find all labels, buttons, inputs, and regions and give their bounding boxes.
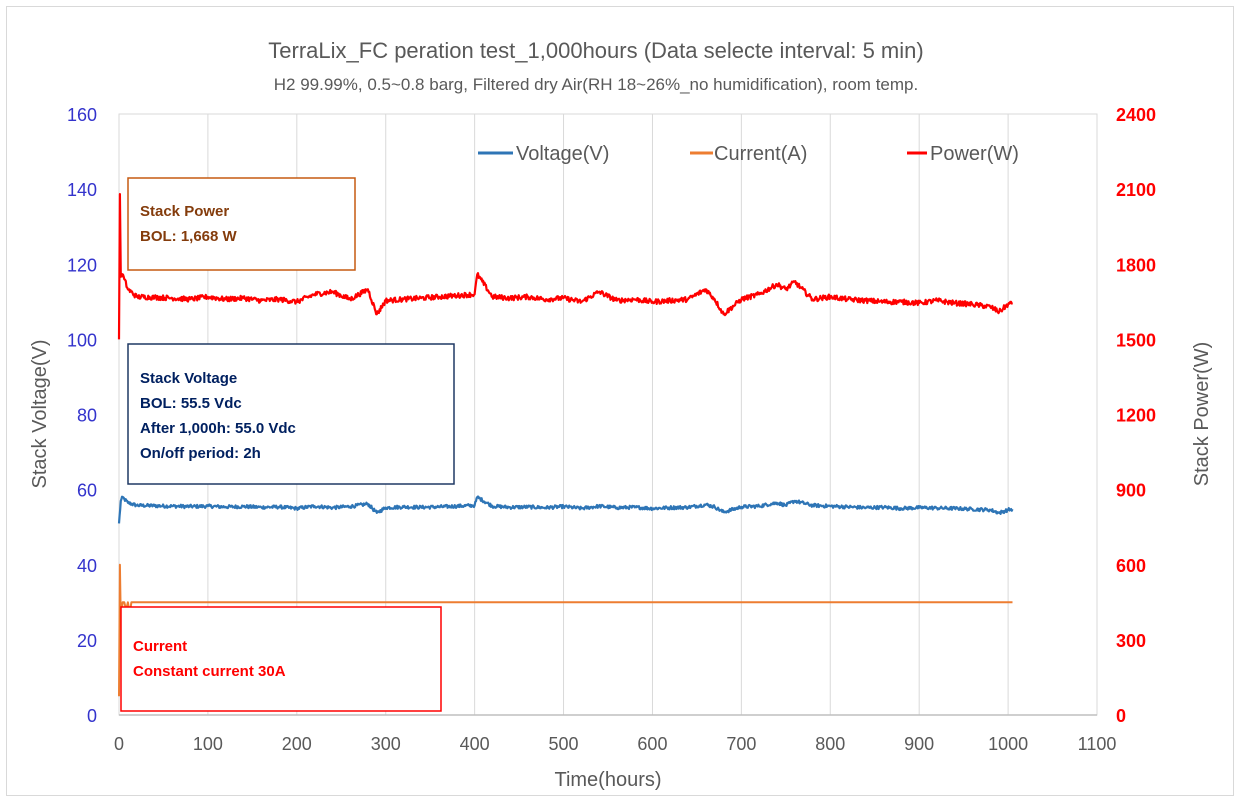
current-note-box <box>120 606 442 712</box>
x-axis-title: Time(hours) <box>554 769 661 791</box>
chart-title: TerraLix_FC peration test_1,000hours (Da… <box>268 38 923 63</box>
y-right-tick-label: 2100 <box>1116 180 1156 200</box>
axes: 0 100 200 300 400 500 600 700 800 900 1000 11000204… <box>67 105 1156 754</box>
legend-label-current: Current(A) <box>714 143 807 165</box>
power-note-line: BOL: 1,668 W <box>140 228 238 245</box>
current-note: Current Constant current 30A <box>120 606 442 712</box>
x-tick-label: 200 <box>282 734 312 754</box>
y-axis-title-left: Stack Voltage(V) <box>29 340 51 489</box>
y-right-tick-label: 1500 <box>1116 330 1156 350</box>
y-right-tick-label: 0 <box>1116 706 1126 726</box>
x-tick-label: 400 <box>460 734 490 754</box>
y-right-tick-label: 1200 <box>1116 406 1156 426</box>
x-tick-label: 700 <box>726 734 756 754</box>
legend-label-power: Power(W) <box>930 143 1019 165</box>
voltage-note-box <box>127 343 455 485</box>
x-tick-label: 0 <box>114 734 124 754</box>
power-note-box <box>127 177 356 271</box>
x-tick-label: 100 <box>193 734 223 754</box>
x-tick-label: 800 <box>815 734 845 754</box>
y-right-tick-label: 1800 <box>1116 255 1156 275</box>
power-note: Stack Power BOL: 1,668 W <box>127 177 356 271</box>
y-right-tick-label: 2400 <box>1116 105 1156 125</box>
y-left-tick-label: 160 <box>67 105 97 125</box>
y-left-tick-label: 120 <box>67 255 97 275</box>
voltage-note: Stack Voltage BOL: 55.5 Vdc After 1,000h: … <box>127 343 455 485</box>
y-right-tick-label: 600 <box>1116 556 1146 576</box>
voltage-note-line: Stack Voltage <box>140 370 237 387</box>
legend-label-voltage: Voltage(V) <box>516 143 609 165</box>
legend: Voltage(V) Current(A) Power(W) <box>478 143 1019 165</box>
y-left-tick-label: 20 <box>77 631 97 651</box>
series-voltage-line <box>117 495 1014 524</box>
x-tick-label: 900 <box>904 734 934 754</box>
voltage-note-line: BOL: 55.5 Vdc <box>140 395 242 412</box>
y-left-tick-label: 60 <box>77 481 97 501</box>
x-tick-label: 1000 <box>988 734 1028 754</box>
current-note-line: Current <box>133 638 187 655</box>
voltage-note-line: After 1,000h: 55.0 Vdc <box>140 420 296 437</box>
series-power-line <box>117 193 1014 340</box>
x-tick-label: 500 <box>549 734 579 754</box>
y-left-tick-label: 0 <box>87 706 97 726</box>
y-axis-title-right: Stack Power(W) <box>1191 342 1213 486</box>
x-tick-label: 1100 <box>1078 734 1117 754</box>
y-left-tick-label: 140 <box>67 180 97 200</box>
power-note-line: Stack Power <box>140 203 229 220</box>
chart-subtitle: H2 99.99%, 0.5~0.8 barg, Filtered dry Ai… <box>274 75 918 94</box>
x-tick-label: 300 <box>371 734 401 754</box>
current-note-line: Constant current 30A <box>133 663 286 680</box>
y-left-tick-label: 40 <box>77 556 97 576</box>
y-left-tick-label: 80 <box>77 406 97 426</box>
annotation-layer: Stack Power BOL: 1,668 W Stack Voltage BOL:… <box>120 177 455 712</box>
y-right-tick-label: 900 <box>1116 481 1146 501</box>
y-right-tick-label: 300 <box>1116 631 1146 651</box>
voltage-note-line: On/off period: 2h <box>140 445 261 462</box>
y-left-tick-label: 100 <box>67 330 97 350</box>
x-tick-label: 600 <box>637 734 667 754</box>
